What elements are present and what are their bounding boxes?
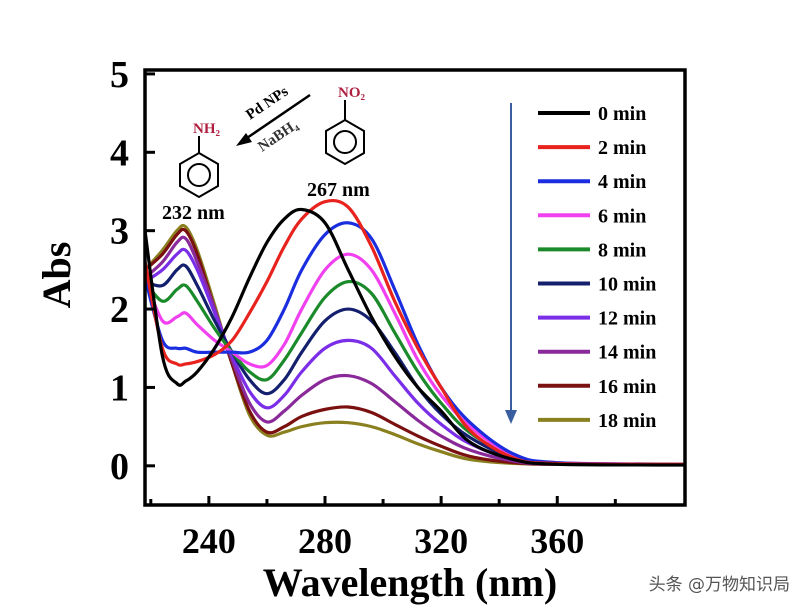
x-tick-label: 360: [530, 521, 584, 561]
series-line-16-min: [143, 227, 686, 466]
x-tick-label: 240: [182, 521, 236, 561]
nh2-label: NH₂: [193, 121, 221, 137]
legend-label: 8 min: [598, 239, 646, 261]
legend-item: 6 min: [538, 205, 646, 227]
legend-label: 12 min: [598, 308, 656, 330]
legend-label: 4 min: [598, 171, 646, 193]
aniline-structure: NH₂: [179, 121, 221, 199]
no2-label: NO₂: [338, 85, 366, 101]
reaction-arrow: Pd NPs NaBH₄: [236, 84, 311, 155]
axis-ticks: 240 280 320 360 0 1 2 3 4 5: [110, 54, 617, 561]
y-tick-label: 2: [110, 289, 129, 331]
legend-item: 18 min: [538, 410, 656, 432]
legend-item: 2 min: [538, 137, 646, 159]
legend-label: 0 min: [598, 103, 646, 125]
plot-frame: [143, 68, 687, 507]
series-line-10-min: [144, 263, 686, 466]
watermark: 头条 @万物知识局: [649, 575, 790, 595]
legend-item: 12 min: [538, 308, 656, 330]
series-line-2-min: [143, 198, 686, 466]
catalyst-label: Pd NPs: [243, 84, 291, 124]
x-axis-label: Wavelength (nm): [263, 560, 557, 605]
series-line-4-min: [143, 221, 686, 466]
legend-item: 14 min: [538, 342, 656, 364]
series-line-14-min: [143, 235, 686, 467]
legend-item: 16 min: [538, 376, 656, 398]
x-tick-label: 280: [298, 521, 352, 561]
annotation-232nm: 232 nm: [162, 202, 225, 224]
legend-item: 10 min: [538, 274, 656, 296]
series-line-8-min: [143, 279, 686, 466]
y-tick-label: 3: [110, 211, 129, 253]
legend-item: 4 min: [538, 171, 646, 193]
legend-label: 18 min: [598, 410, 656, 432]
time-arrow-head: [505, 410, 517, 424]
y-axis-label: Abs: [34, 242, 79, 309]
series-line-0-min: [143, 207, 686, 467]
legend-label: 16 min: [598, 376, 656, 398]
legend: 0 min 2 min 4 min 6 min 8 min 10 min 12 min 14 …: [538, 103, 656, 432]
series-line-6-min: [143, 252, 686, 466]
legend-item: 8 min: [538, 239, 646, 261]
legend-label: 6 min: [598, 205, 646, 227]
y-tick-label: 0: [110, 446, 129, 488]
y-tick-label: 4: [110, 132, 129, 174]
legend-label: 14 min: [598, 342, 656, 364]
legend-label: 10 min: [598, 274, 656, 296]
reductant-label: NaBH₄: [255, 117, 301, 155]
series-line-18-min: [143, 223, 686, 466]
legend-label: 2 min: [598, 137, 646, 159]
series-lines: [143, 198, 686, 467]
y-tick-label: 5: [110, 54, 129, 96]
annotation-267nm: 267 nm: [307, 179, 370, 201]
legend-item: 0 min: [538, 103, 646, 125]
nitrobenzene-structure: NO₂: [325, 85, 366, 166]
y-tick-label: 1: [110, 367, 129, 409]
x-tick-label: 320: [414, 521, 468, 561]
